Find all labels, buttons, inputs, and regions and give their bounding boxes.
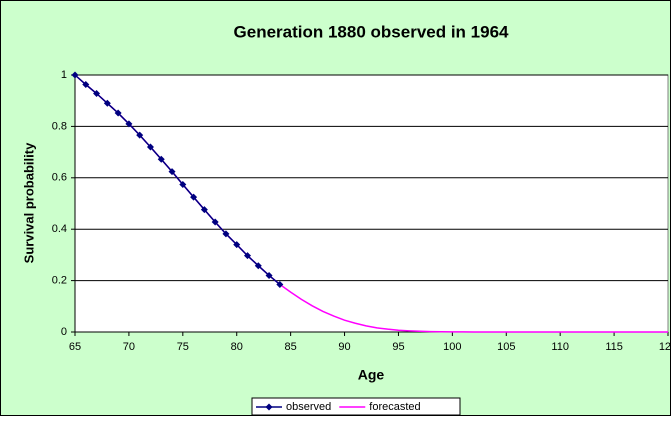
data-point	[254, 262, 262, 270]
legend-label: observed	[286, 401, 331, 413]
plot-area	[74, 74, 669, 333]
x-tick-label: 85	[285, 341, 297, 353]
data-point	[71, 71, 79, 79]
y-tick-label: 1	[61, 69, 67, 81]
legend-label: forecasted	[369, 401, 420, 413]
data-point	[93, 90, 101, 98]
x-axis-label: Age	[358, 367, 385, 383]
x-tick-label: 120	[659, 341, 671, 353]
x-tick-label: 80	[231, 341, 243, 353]
y-tick-label: 0.4	[52, 223, 67, 235]
y-tick-label: 0	[61, 326, 67, 338]
data-point	[200, 206, 208, 214]
data-point	[179, 180, 187, 188]
data-point	[265, 271, 273, 279]
data-point	[168, 168, 176, 176]
y-tick-label: 0.2	[52, 275, 67, 287]
x-tick-label: 75	[177, 341, 189, 353]
data-point	[82, 81, 90, 89]
legend-marker	[265, 403, 273, 411]
chart-title: Generation 1880 observed in 1964	[234, 22, 510, 41]
data-point	[233, 241, 241, 249]
data-point	[136, 131, 144, 139]
x-tick-label: 115	[605, 341, 623, 353]
y-tick-label: 0.8	[52, 120, 67, 132]
data-point	[190, 193, 198, 201]
data-point	[276, 280, 284, 288]
data-point	[211, 218, 219, 226]
data-point	[103, 99, 111, 107]
data-point	[222, 230, 230, 238]
x-tick-label: 100	[443, 341, 461, 353]
x-tick-label: 70	[123, 341, 135, 353]
data-point	[146, 143, 154, 151]
y-tick-label: 0.6	[52, 172, 67, 184]
x-tick-label: 65	[69, 341, 81, 353]
x-tick-label: 95	[392, 341, 404, 353]
y-axis-label: Survival probability	[21, 142, 36, 263]
x-tick-label: 110	[551, 341, 569, 353]
data-point	[244, 252, 252, 260]
data-point	[125, 120, 133, 128]
data-point	[157, 155, 165, 163]
x-tick-label: 90	[338, 341, 350, 353]
data-point	[114, 109, 122, 117]
x-tick-label: 105	[497, 341, 515, 353]
